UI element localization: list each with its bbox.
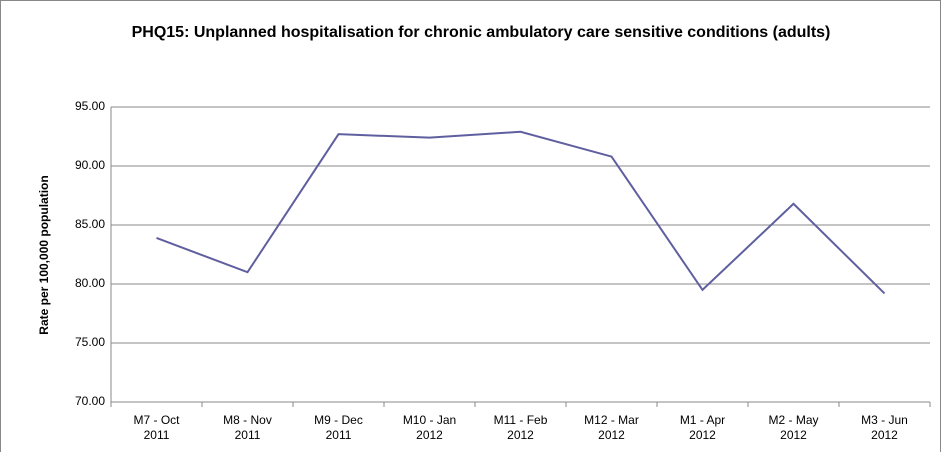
y-tick-label: 80.00 — [75, 276, 105, 290]
chart-title: PHQ15: Unplanned hospitalisation for chr… — [131, 24, 831, 41]
x-tick-label: M11 - Feb 2012 — [493, 413, 548, 442]
x-tick-label: M8 - Nov 2011 — [223, 413, 272, 442]
y-axis-label: Rate per 100,000 population — [37, 175, 51, 334]
y-tick-label: 90.00 — [75, 158, 105, 172]
y-tick-label: 75.00 — [75, 335, 105, 349]
x-tick-label: M3 - Jun 2012 — [861, 413, 908, 442]
x-tick-label: M9 - Dec 2011 — [314, 413, 363, 442]
data-line — [156, 130, 886, 295]
x-tick-label: M2 - May 2012 — [768, 413, 819, 442]
y-tick-label: 95.00 — [75, 99, 105, 113]
x-tick-label: M12 - Mar 2012 — [584, 413, 639, 442]
y-tick-label: 70.00 — [75, 394, 105, 408]
x-tick-label: M10 - Jan 2012 — [402, 413, 457, 442]
x-tick-label: M1 - Apr 2012 — [679, 413, 726, 442]
y-tick-label: 85.00 — [75, 217, 105, 231]
x-tick-label: M7 - Oct 2011 — [133, 413, 180, 442]
